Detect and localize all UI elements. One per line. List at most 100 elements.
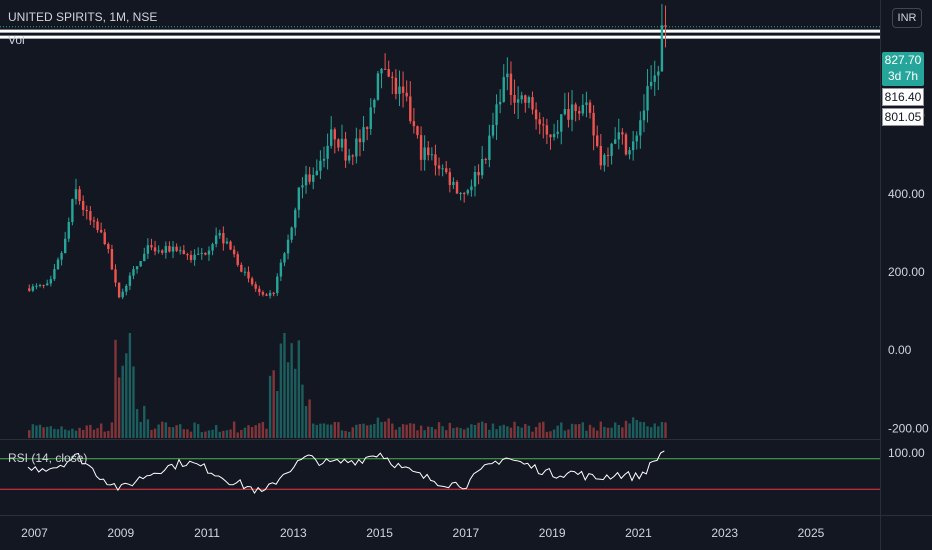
volume-bar xyxy=(365,425,369,438)
candle-body xyxy=(222,233,225,244)
volume-bar xyxy=(520,427,523,438)
volume-bar xyxy=(545,431,549,438)
volume-bar xyxy=(107,430,110,438)
candle-body xyxy=(556,131,559,134)
candle-body xyxy=(218,233,221,236)
time-tick-label: 2007 xyxy=(21,526,48,540)
last-price-tag: 827.70 3d 7h xyxy=(882,52,924,86)
volume-bar xyxy=(322,423,326,438)
candle-body xyxy=(455,181,459,194)
volume-bar xyxy=(344,430,347,438)
candle-body xyxy=(240,264,243,272)
candle-body xyxy=(193,254,196,261)
candle-body xyxy=(146,245,150,254)
time-tick-label: 2019 xyxy=(539,526,566,540)
candle-body xyxy=(613,139,617,144)
candle-body xyxy=(524,95,527,103)
candle-body xyxy=(452,181,455,186)
volume-bar xyxy=(646,426,649,438)
candle-body xyxy=(153,247,157,252)
volume-bar xyxy=(484,423,487,438)
candle-body xyxy=(365,127,369,129)
candle-body xyxy=(175,246,178,251)
candle-body xyxy=(391,76,394,78)
volume-bar xyxy=(38,424,42,438)
candle-body xyxy=(520,95,523,100)
horizontal-price-levels[interactable] xyxy=(0,26,880,39)
volume-bar xyxy=(376,417,380,438)
volume-bar xyxy=(459,428,462,438)
volume-bar xyxy=(578,424,581,438)
candle-body xyxy=(189,255,193,261)
candle-body xyxy=(491,124,495,136)
volume-bar xyxy=(664,422,667,438)
volume-bar xyxy=(448,422,452,438)
candle-body xyxy=(624,134,628,155)
volume-bar xyxy=(355,424,358,438)
candle-body xyxy=(301,185,304,188)
volume-bars xyxy=(28,332,667,438)
volume-bar xyxy=(606,427,610,438)
volume-bar xyxy=(556,425,559,438)
candle-body xyxy=(117,282,121,298)
volume-bar xyxy=(394,429,398,438)
volume-bar xyxy=(592,427,595,438)
volume-bar xyxy=(362,423,365,438)
candle-body xyxy=(531,97,534,110)
volume-bar xyxy=(603,426,606,438)
candle-body xyxy=(506,73,509,78)
time-tick-label: 2013 xyxy=(280,526,307,540)
volume-bar xyxy=(99,423,103,438)
candle-body xyxy=(196,253,200,255)
candle-body xyxy=(294,209,297,228)
candle-body xyxy=(441,168,444,170)
candle-body xyxy=(304,174,308,186)
candle-body xyxy=(186,254,189,256)
candle-body xyxy=(362,127,365,143)
candle-body xyxy=(272,292,275,294)
volume-bar xyxy=(157,424,160,438)
candle-body xyxy=(254,284,257,289)
volume-bar xyxy=(419,425,423,438)
candle-body xyxy=(423,147,426,160)
volume-bar xyxy=(524,423,527,438)
candle-body xyxy=(621,132,624,135)
candle-body xyxy=(290,227,293,240)
time-tick-label: 2023 xyxy=(711,526,738,540)
volume-bar xyxy=(470,424,473,438)
rsi-axis-label: 100.00 xyxy=(888,446,925,460)
candle-body xyxy=(570,104,574,120)
candle-body xyxy=(603,154,606,166)
candle-body xyxy=(49,279,53,284)
candle-body xyxy=(128,275,132,286)
candle-body xyxy=(419,135,423,160)
candle-body xyxy=(448,172,452,186)
candle-body xyxy=(103,232,106,245)
volume-bar xyxy=(290,343,293,438)
volume-bar xyxy=(96,428,99,438)
volume-bar xyxy=(542,421,545,438)
currency-button[interactable]: INR xyxy=(892,8,922,28)
volume-bar xyxy=(46,426,49,438)
volume-bar xyxy=(171,427,175,438)
candle-body xyxy=(502,77,505,102)
candle-body xyxy=(337,139,340,148)
volume-bar xyxy=(463,429,466,438)
volume-bar xyxy=(35,425,38,438)
candle-body xyxy=(297,187,301,210)
candle-body xyxy=(308,174,311,182)
candle-body xyxy=(74,189,78,200)
volume-bar xyxy=(319,423,322,438)
candle-body xyxy=(646,86,649,111)
volume-bar xyxy=(117,377,121,438)
volume-bar xyxy=(516,426,520,438)
volume-bar xyxy=(340,430,344,438)
volume-bar xyxy=(326,424,329,438)
volume-bar xyxy=(211,429,214,438)
volume-bar xyxy=(383,421,387,438)
volume-bar xyxy=(125,353,128,438)
volume-bar xyxy=(498,425,502,438)
rsi-legend-label: RSI (14, close) xyxy=(8,451,88,465)
candle-body xyxy=(463,193,466,195)
